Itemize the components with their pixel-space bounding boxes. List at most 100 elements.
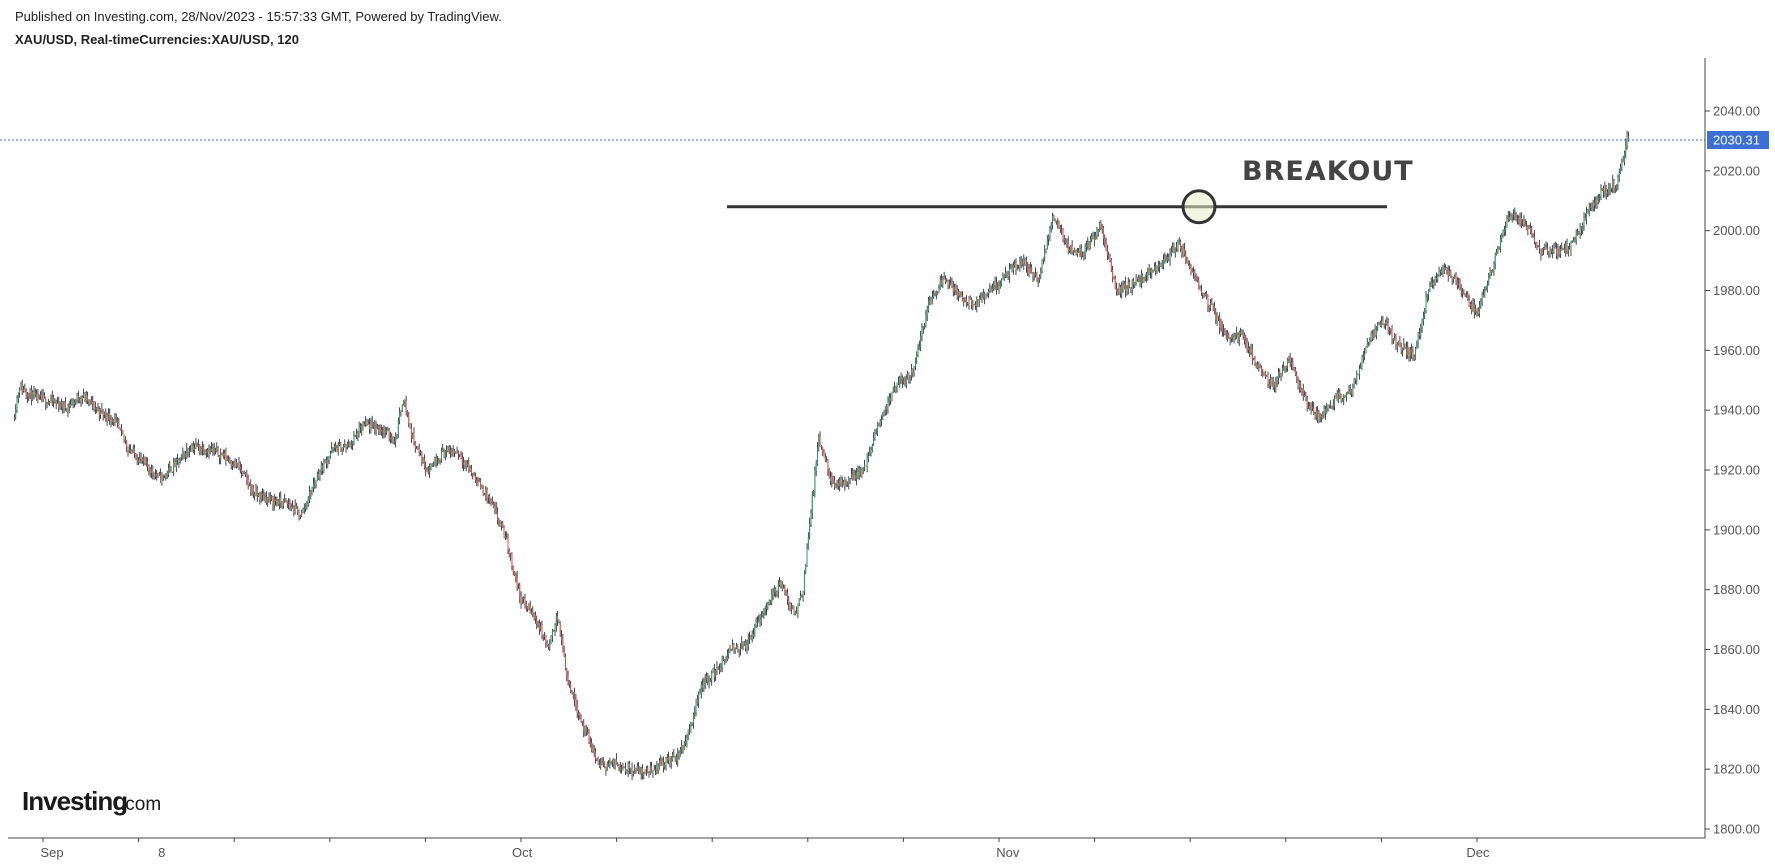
candle-body xyxy=(1512,213,1514,215)
candle-body xyxy=(367,424,369,426)
candle-body xyxy=(790,608,792,610)
breakout-circle[interactable] xyxy=(1181,189,1217,225)
candle-body xyxy=(726,655,728,660)
candle-body xyxy=(1061,229,1063,231)
candle-body xyxy=(1131,280,1133,290)
y-tick-label: 1880.00 xyxy=(1713,582,1760,597)
candle-body xyxy=(319,471,321,478)
candle-body xyxy=(293,506,295,513)
candle-body xyxy=(161,474,163,483)
candle-body xyxy=(1601,188,1603,190)
candle-body xyxy=(611,759,613,763)
candle-body xyxy=(1485,290,1487,292)
candle-body xyxy=(516,577,518,586)
candle-body xyxy=(1621,160,1623,168)
candle-body xyxy=(1006,272,1008,275)
y-axis[interactable]: 1800.00 1820.00 1840.00 1860.00 1880.00 1900.… xyxy=(1705,104,1760,837)
candle-body xyxy=(511,554,513,566)
candle-body xyxy=(1481,294,1483,302)
candle-body xyxy=(430,464,432,468)
candle-body xyxy=(944,279,946,282)
candle-body xyxy=(1311,407,1313,409)
candle-body xyxy=(523,597,525,599)
candle-body xyxy=(1558,248,1560,255)
candle-body xyxy=(1472,304,1474,311)
candle-body xyxy=(263,495,265,501)
candle-body xyxy=(123,434,125,440)
y-tick-label: 1820.00 xyxy=(1713,762,1760,777)
candle-body xyxy=(818,436,820,447)
candle-body xyxy=(1159,264,1161,267)
candle-body xyxy=(1488,274,1490,286)
candle-body xyxy=(440,449,442,460)
candle-body xyxy=(115,419,117,421)
candle-body xyxy=(875,432,877,434)
candle-body xyxy=(910,368,912,377)
candle-body xyxy=(895,387,897,392)
candle-body xyxy=(1199,287,1201,291)
candle-body xyxy=(1501,234,1503,239)
candle-body xyxy=(664,765,666,768)
candle-body xyxy=(947,281,949,285)
candle-body xyxy=(49,401,51,403)
candle-body xyxy=(328,456,330,460)
candle-body xyxy=(393,441,395,443)
candle-body xyxy=(461,457,463,463)
candle-body xyxy=(1019,261,1021,268)
candle-body xyxy=(1109,256,1111,260)
candle-body xyxy=(403,401,405,405)
candle-body xyxy=(1381,320,1383,327)
candle-body xyxy=(248,483,250,485)
candle-body xyxy=(1622,160,1624,163)
candle-body xyxy=(54,401,56,403)
candle-body xyxy=(831,476,833,481)
candle-body xyxy=(1392,338,1394,340)
candle-body xyxy=(439,459,441,461)
candle-body xyxy=(87,395,89,402)
candle-body xyxy=(250,483,252,492)
candle-body xyxy=(913,366,915,373)
candle-body xyxy=(534,614,536,620)
candle-body xyxy=(386,430,388,433)
candle-body xyxy=(1033,273,1035,277)
candle-body xyxy=(243,471,245,473)
candle-body xyxy=(1285,367,1287,369)
candle-body xyxy=(764,608,766,610)
candle-body xyxy=(1600,189,1602,197)
candle-body xyxy=(29,390,31,394)
candle-body xyxy=(732,644,734,650)
candle-body xyxy=(1089,239,1091,249)
candle-body xyxy=(1520,217,1522,222)
candle-body xyxy=(682,745,684,749)
candle-body xyxy=(1626,136,1628,145)
candle-body xyxy=(66,408,68,412)
candle-body xyxy=(1554,247,1556,249)
candle-body xyxy=(1347,391,1349,395)
candle-body xyxy=(508,549,510,556)
candle-body xyxy=(493,503,495,508)
candle-body xyxy=(1395,338,1397,345)
candle-body xyxy=(1369,340,1371,345)
candle-body xyxy=(1400,346,1402,351)
candle-body xyxy=(638,766,640,773)
candle-body xyxy=(1625,144,1627,153)
candle-body xyxy=(878,423,880,425)
candle-body xyxy=(194,447,196,450)
candle-body xyxy=(1213,306,1215,313)
candle-body xyxy=(780,581,782,585)
candle-body xyxy=(414,441,416,449)
candle-body xyxy=(169,467,171,469)
candle-body xyxy=(166,473,168,475)
x-tick-label: Sep xyxy=(40,845,63,860)
candle-body xyxy=(648,773,650,775)
candle-body xyxy=(1597,197,1599,203)
candle-body xyxy=(1037,279,1039,282)
x-axis[interactable]: Sep 8 Oct Nov Dec xyxy=(40,838,1490,860)
candle-body xyxy=(1514,213,1516,219)
candle-body xyxy=(1332,405,1334,407)
candle-body xyxy=(1533,236,1535,243)
candle-body xyxy=(1424,309,1426,316)
candle-body xyxy=(41,394,43,400)
candle-body xyxy=(1612,180,1614,188)
